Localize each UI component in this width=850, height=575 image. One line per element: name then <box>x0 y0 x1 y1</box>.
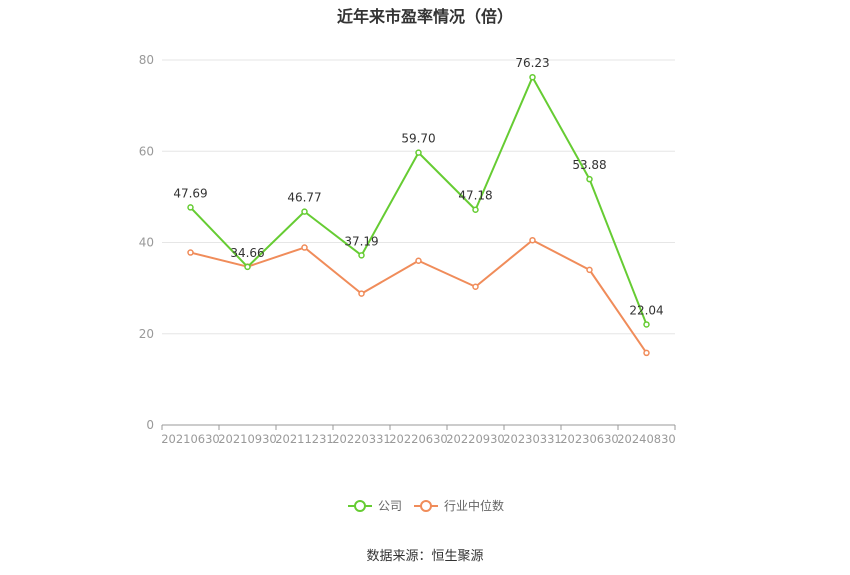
data-point <box>472 206 479 213</box>
y-tick-label: 60 <box>139 144 154 158</box>
x-axis: 2021063020210930202112312022033120220630… <box>161 424 676 446</box>
chart-title: 近年来市盈率情况（倍） <box>336 7 513 26</box>
data-point <box>586 175 593 183</box>
data-point <box>187 249 194 256</box>
data-point <box>529 73 536 81</box>
data-point <box>301 244 308 251</box>
data-point <box>643 349 650 357</box>
data-point <box>301 208 308 215</box>
legend[interactable]: 公司 行业中位数 <box>348 498 504 513</box>
y-tick-label: 0 <box>146 418 154 432</box>
data-point <box>529 236 536 244</box>
x-tick-label: 20240830 <box>617 432 676 446</box>
x-tick-label: 20230331 <box>503 432 562 446</box>
data-point <box>472 283 479 291</box>
data-label: 34.66 <box>230 246 264 260</box>
data-point <box>358 252 365 259</box>
data-point <box>187 204 194 211</box>
legend-marker <box>420 500 432 512</box>
grid-lines <box>162 59 675 335</box>
legend-item-industry-median[interactable]: 行业中位数 <box>414 498 504 513</box>
data-label: 22.04 <box>629 303 663 317</box>
legend-label: 公司 <box>378 499 402 513</box>
data-point <box>358 290 365 297</box>
data-label: 37.19 <box>344 234 378 248</box>
data-label: 76.23 <box>515 56 549 70</box>
y-tick-label: 40 <box>139 236 154 250</box>
x-tick-label: 20210630 <box>161 432 220 446</box>
data-label: 46.77 <box>287 191 321 205</box>
legend-item-company[interactable]: 公司 <box>348 499 402 513</box>
data-label: 53.88 <box>572 158 606 172</box>
data-source: 数据来源：恒生聚源 <box>366 549 484 564</box>
y-tick-label: 20 <box>139 327 154 341</box>
data-point <box>415 149 422 156</box>
data-point <box>586 266 593 274</box>
data-point <box>244 263 251 271</box>
data-labels: 47.69 34.66 46.77 37.19 59.70 47.18 76.23 53.88… <box>173 56 663 317</box>
data-label: 47.69 <box>173 186 207 200</box>
x-tick-label: 20210930 <box>218 432 277 446</box>
series-line-company <box>189 76 648 325</box>
x-tick-label: 20220930 <box>446 432 505 446</box>
y-axis: 0 20 40 60 80 <box>139 53 154 432</box>
x-tick-label: 20211231 <box>275 432 334 446</box>
x-tick-label: 20220331 <box>332 432 391 446</box>
data-point <box>415 257 422 264</box>
legend-label: 行业中位数 <box>444 498 504 513</box>
series-layer <box>187 73 650 357</box>
x-tick-label: 20220630 <box>389 432 448 446</box>
data-point <box>643 321 650 328</box>
data-label: 47.18 <box>458 189 492 203</box>
legend-marker <box>354 500 366 512</box>
y-tick-label: 80 <box>139 53 154 67</box>
x-tick-label: 20230630 <box>560 432 619 446</box>
data-label: 59.70 <box>401 132 435 146</box>
